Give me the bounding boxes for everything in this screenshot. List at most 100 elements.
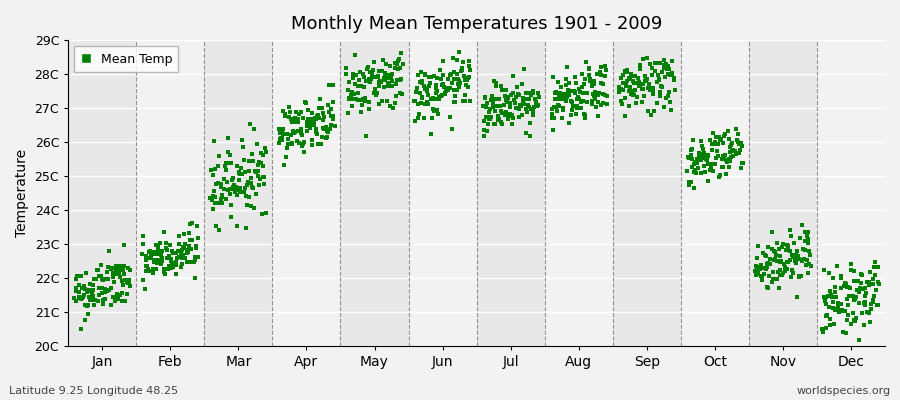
Point <box>104 266 118 272</box>
Point <box>633 82 647 89</box>
Point <box>840 295 854 302</box>
Point <box>328 123 342 130</box>
Point <box>311 105 326 111</box>
Point <box>758 252 772 258</box>
Point <box>450 71 464 77</box>
Point <box>205 196 220 203</box>
Point <box>182 230 196 236</box>
Point <box>750 266 764 272</box>
Point <box>190 222 204 229</box>
Point <box>590 70 604 77</box>
Point <box>830 262 844 269</box>
Point <box>304 121 319 127</box>
Point <box>178 255 193 261</box>
Point <box>172 254 186 260</box>
Point <box>203 167 218 174</box>
Point <box>259 149 274 155</box>
Point <box>635 81 650 88</box>
Point <box>499 86 513 93</box>
Point <box>843 261 858 268</box>
Point <box>623 83 637 90</box>
Point <box>203 194 218 201</box>
Point <box>295 142 310 149</box>
Point <box>770 240 784 246</box>
Point <box>322 109 337 115</box>
Point <box>436 82 450 88</box>
Point <box>819 312 833 319</box>
Point <box>580 89 594 96</box>
Point <box>476 103 491 109</box>
Point <box>611 88 625 95</box>
Point <box>591 113 606 120</box>
Point <box>519 96 534 102</box>
Point <box>453 78 467 84</box>
Point <box>462 58 476 64</box>
Point <box>284 116 298 123</box>
Point <box>728 148 742 154</box>
Point <box>689 158 704 165</box>
Point <box>650 79 664 86</box>
Point <box>257 174 272 180</box>
Point <box>491 113 505 120</box>
Point <box>324 106 338 112</box>
Point <box>596 80 610 87</box>
Point <box>238 168 253 175</box>
Point <box>372 68 386 74</box>
Point <box>650 60 664 67</box>
Point <box>681 178 696 185</box>
Point <box>395 91 410 97</box>
Point <box>566 103 580 110</box>
Point <box>500 99 514 106</box>
Point <box>500 109 514 115</box>
Point <box>184 246 199 252</box>
Point <box>505 121 519 128</box>
Point <box>276 162 291 168</box>
Point <box>82 286 96 293</box>
Point <box>529 103 544 110</box>
Point <box>596 100 610 106</box>
Point <box>770 258 784 264</box>
Point <box>408 98 422 105</box>
Point <box>849 294 863 300</box>
Point <box>851 337 866 343</box>
Point <box>853 285 868 292</box>
Point <box>117 241 131 248</box>
Point <box>661 92 675 99</box>
Point <box>703 137 717 143</box>
Point <box>763 256 778 262</box>
Point <box>245 158 259 164</box>
Point <box>530 90 544 96</box>
Point <box>361 64 375 70</box>
Point <box>218 162 232 169</box>
Point <box>146 269 160 276</box>
Point <box>561 90 575 96</box>
Point <box>443 114 457 120</box>
Point <box>564 99 579 105</box>
Point <box>319 134 333 141</box>
Point <box>458 77 473 84</box>
Point <box>318 126 332 132</box>
Point <box>183 236 197 243</box>
Point <box>478 95 492 102</box>
Point <box>516 96 530 102</box>
Point <box>346 71 360 78</box>
Point <box>180 249 194 256</box>
Point <box>850 287 864 293</box>
Point <box>222 190 237 197</box>
Point <box>866 297 880 303</box>
Point <box>354 83 368 89</box>
Point <box>89 267 104 273</box>
Point <box>254 160 268 166</box>
Point <box>252 176 266 182</box>
Point <box>381 83 395 89</box>
Point <box>230 186 244 193</box>
Point <box>341 110 356 116</box>
Point <box>71 288 86 295</box>
Point <box>143 248 157 254</box>
Point <box>626 77 640 84</box>
Point <box>208 194 222 200</box>
Point <box>718 156 733 163</box>
Point <box>708 155 723 161</box>
Point <box>440 75 454 82</box>
Point <box>652 93 667 99</box>
